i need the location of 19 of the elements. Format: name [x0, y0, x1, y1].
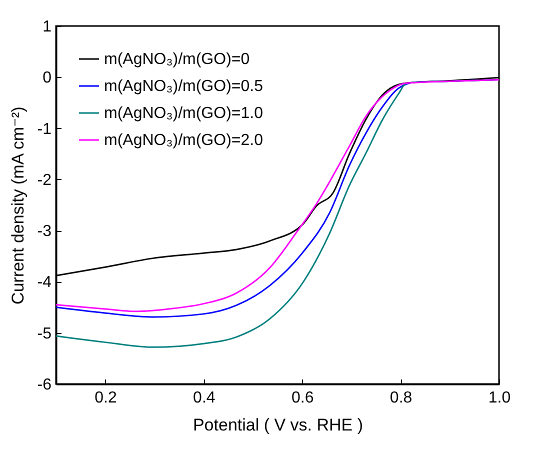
legend-label: m(AgNO₃)/m(GO)=1.0: [104, 105, 264, 122]
y-tick-label: -2: [37, 172, 52, 189]
y-tick-label: -5: [37, 325, 52, 342]
x-axis-title: Potential ( V vs. RHE ): [192, 416, 364, 434]
x-tick-label: 0.8: [390, 390, 412, 406]
y-tick-label: -6: [37, 376, 52, 394]
legend-label: m(AgNO₃)/m(GO)=2.0: [104, 132, 264, 149]
legend-label: m(AgNO₃)/m(GO)=0: [104, 51, 250, 68]
x-tick-label: 0.6: [291, 390, 314, 406]
y-tick-label: -1: [37, 120, 52, 138]
y-tick-label: -3: [37, 223, 52, 240]
y-tick-label: 1: [42, 18, 52, 36]
y-tick-label: 0: [42, 70, 52, 87]
x-tick-label: 1.0: [488, 390, 511, 406]
y-tick-label: -4: [37, 274, 52, 292]
y-axis-title: Current density (mA cm⁻²): [8, 106, 28, 304]
x-tick-label: 0.4: [193, 390, 216, 406]
x-tick-label: 0.2: [94, 390, 117, 406]
legend-label: m(AgNO₃)/m(GO)=0.5: [104, 78, 264, 95]
